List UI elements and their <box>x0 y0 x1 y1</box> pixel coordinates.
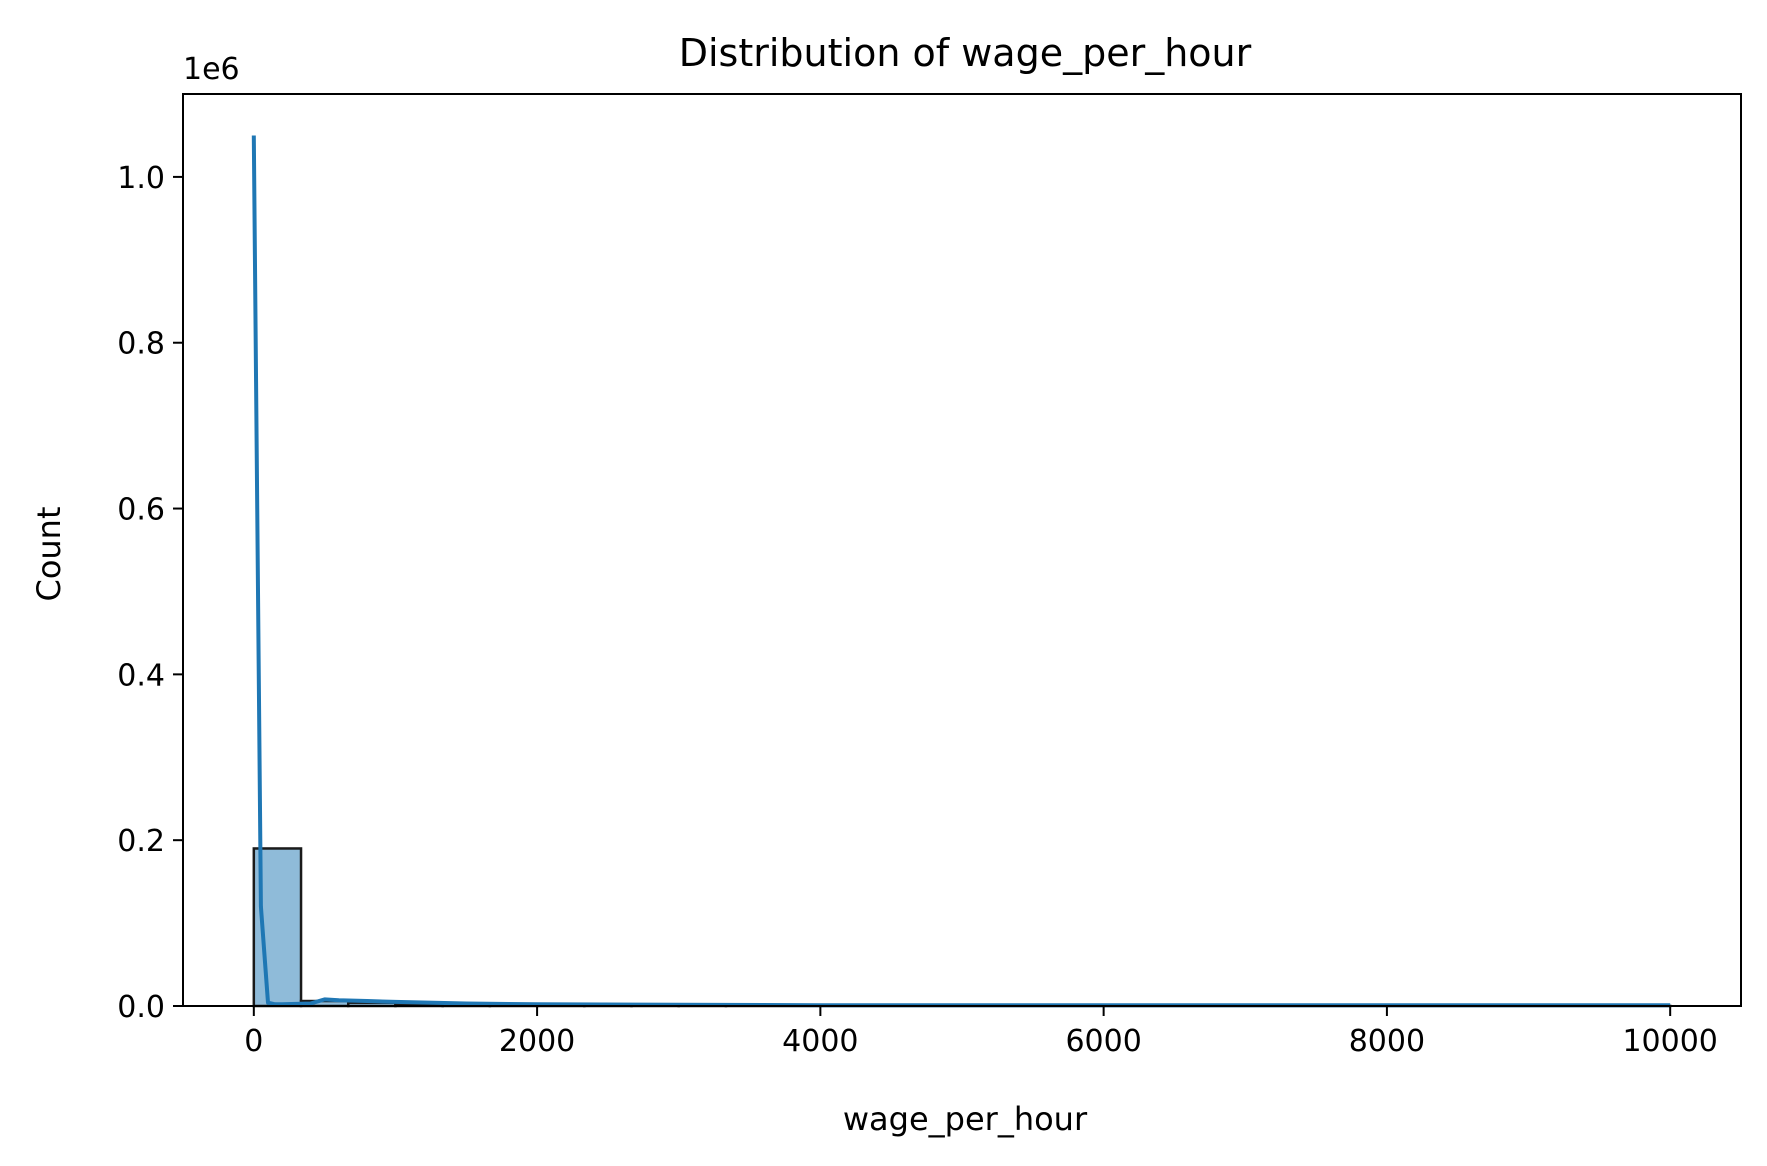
y-tick-label: 0.4 <box>117 658 165 693</box>
kde-line <box>251 135 1671 1008</box>
kde-curve <box>251 135 1671 1008</box>
x-tick-label: 2000 <box>499 1024 575 1059</box>
x-tick-label: 4000 <box>782 1024 858 1059</box>
y-tick-label: 1.0 <box>117 161 165 196</box>
y-tick-label: 0.0 <box>117 990 165 1025</box>
x-tick-label: 8000 <box>1349 1024 1425 1059</box>
y-tick-label: 0.2 <box>117 824 165 859</box>
y-offset-label: 1e6 <box>183 52 240 87</box>
y-axis-title: Count <box>30 506 68 601</box>
x-tick-label: 6000 <box>1065 1024 1141 1059</box>
x-tick-label: 10000 <box>1622 1024 1717 1059</box>
y-axis-ticks: 0.0 0.2 0.4 0.6 0.8 1.0 <box>117 161 183 1025</box>
plot-area-frame <box>182 93 1742 1007</box>
x-tick-label: 0 <box>244 1024 263 1059</box>
histogram-bars <box>252 847 1672 1008</box>
chart-title: Distribution of wage_per_hour <box>679 31 1252 75</box>
x-axis-ticks: 0 2000 4000 6000 8000 10000 <box>244 1006 1718 1059</box>
y-tick-label: 0.6 <box>117 493 165 528</box>
x-axis-title: wage_per_hour <box>843 1100 1088 1138</box>
y-tick-label: 0.8 <box>117 327 165 362</box>
